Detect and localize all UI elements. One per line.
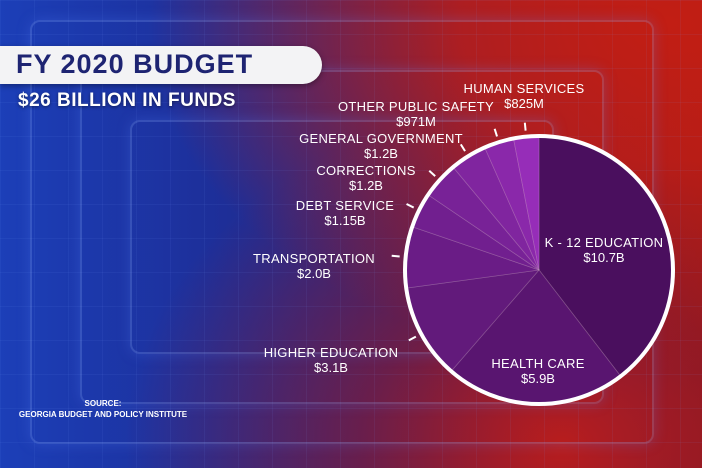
source-note: SOURCE: GEORGIA BUDGET AND POLICY INSTIT… (18, 398, 188, 420)
slice-label-other-public-safety: OTHER PUBLIC SAFETY (338, 99, 494, 114)
leader-line-corrections (428, 169, 436, 177)
slice-label-k-12-education: K - 12 EDUCATION (545, 235, 664, 250)
leader-line-human-services (523, 122, 527, 131)
slice-label-corrections: CORRECTIONS (316, 163, 415, 178)
chart-title: FY 2020 BUDGET (16, 49, 254, 79)
slice-label-debt-service: DEBT SERVICE (296, 198, 395, 213)
leader-line-debt-service (406, 203, 415, 209)
leader-line-other-public-safety (493, 128, 498, 137)
slice-value-k-12-education: $10.7B (583, 250, 624, 265)
pie-outline (403, 134, 675, 406)
leader-line-transportation (391, 254, 400, 258)
slice-label-general-government: GENERAL GOVERNMENT (299, 131, 463, 146)
slice-label-health-care: HEALTH CARE (491, 356, 584, 371)
slice-value-health-care: $5.9B (521, 371, 555, 386)
slice-value-corrections: $1.2B (349, 178, 383, 193)
slice-label-higher-education: HIGHER EDUCATION (264, 345, 399, 360)
leader-line-general-government (459, 143, 466, 152)
slice-value-human-services: $825M (504, 96, 544, 111)
slice-value-higher-education: $3.1B (314, 360, 348, 375)
source-label: SOURCE: (84, 399, 122, 408)
slice-value-other-public-safety: $971M (396, 114, 436, 129)
source-text: GEORGIA BUDGET AND POLICY INSTITUTE (18, 410, 188, 419)
slice-value-general-government: $1.2B (364, 146, 398, 161)
chart-subtitle: $26 BILLION IN FUNDS (18, 90, 236, 111)
slice-value-debt-service: $1.15B (324, 213, 365, 228)
title-bar: FY 2020 BUDGET (0, 46, 322, 84)
slice-value-transportation: $2.0B (297, 266, 331, 281)
slice-label-transportation: TRANSPORTATION (253, 251, 375, 266)
slice-label-human-services: HUMAN SERVICES (464, 81, 585, 96)
leader-line-higher-education (408, 335, 417, 342)
